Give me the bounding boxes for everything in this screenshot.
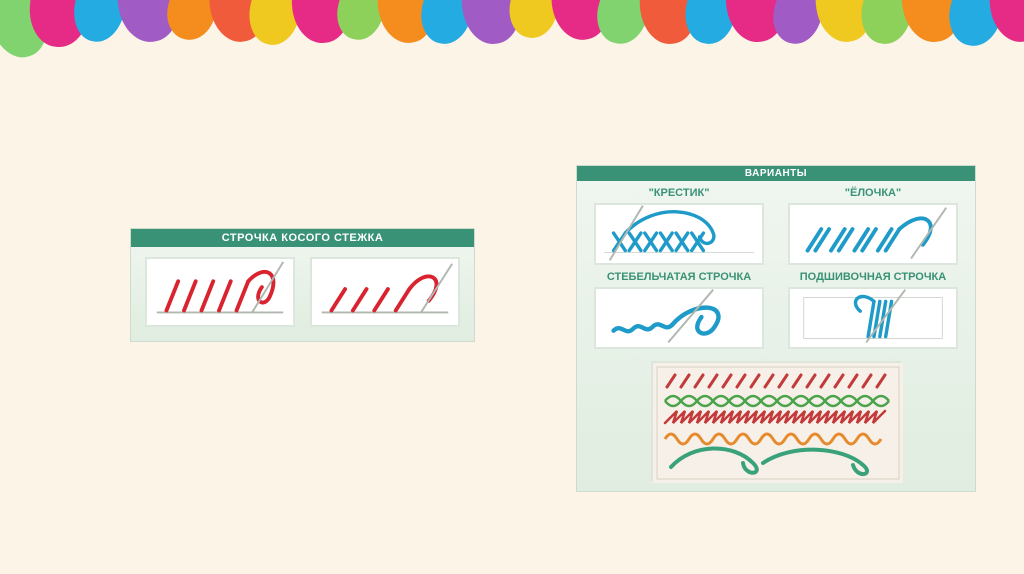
- variant-label-cross: "КРЕСТИК": [585, 187, 773, 199]
- oblique-stitch-front: [145, 257, 295, 327]
- left-stitch-row: [131, 247, 474, 341]
- variant-illus-cross: [594, 203, 764, 265]
- variant-grid: "КРЕСТИК": [577, 181, 975, 355]
- variant-cell-stem: СТЕБЕЛЬЧАТАЯ СТРОЧКА: [585, 271, 773, 349]
- variant-illus-herringbone: [788, 203, 958, 265]
- variant-illus-hem: [788, 287, 958, 349]
- variant-cell-herringbone: "ЁЛОЧКА": [779, 187, 967, 265]
- right-variants-panel: ВАРИАНТЫ "КРЕСТИК": [576, 165, 976, 492]
- oblique-stitch-back: [310, 257, 460, 327]
- variant-cell-cross: "КРЕСТИК": [585, 187, 773, 265]
- left-panel-title: СТРОЧКА КОСОГО СТЕЖКА: [131, 229, 474, 247]
- right-panel-title: ВАРИАНТЫ: [577, 166, 975, 181]
- variant-illus-stem: [594, 287, 764, 349]
- variant-cell-hem: ПОДШИВОЧНАЯ СТРОЧКА: [779, 271, 967, 349]
- left-stitch-panel: СТРОЧКА КОСОГО СТЕЖКА: [130, 228, 475, 342]
- variant-label-herringbone: "ЁЛОЧКА": [779, 187, 967, 199]
- variant-label-stem: СТЕБЕЛЬЧАТАЯ СТРОЧКА: [585, 271, 773, 283]
- variant-label-hem: ПОДШИВОЧНАЯ СТРОЧКА: [779, 271, 967, 283]
- petal-border: [0, 0, 1024, 130]
- sample-band: [651, 361, 901, 481]
